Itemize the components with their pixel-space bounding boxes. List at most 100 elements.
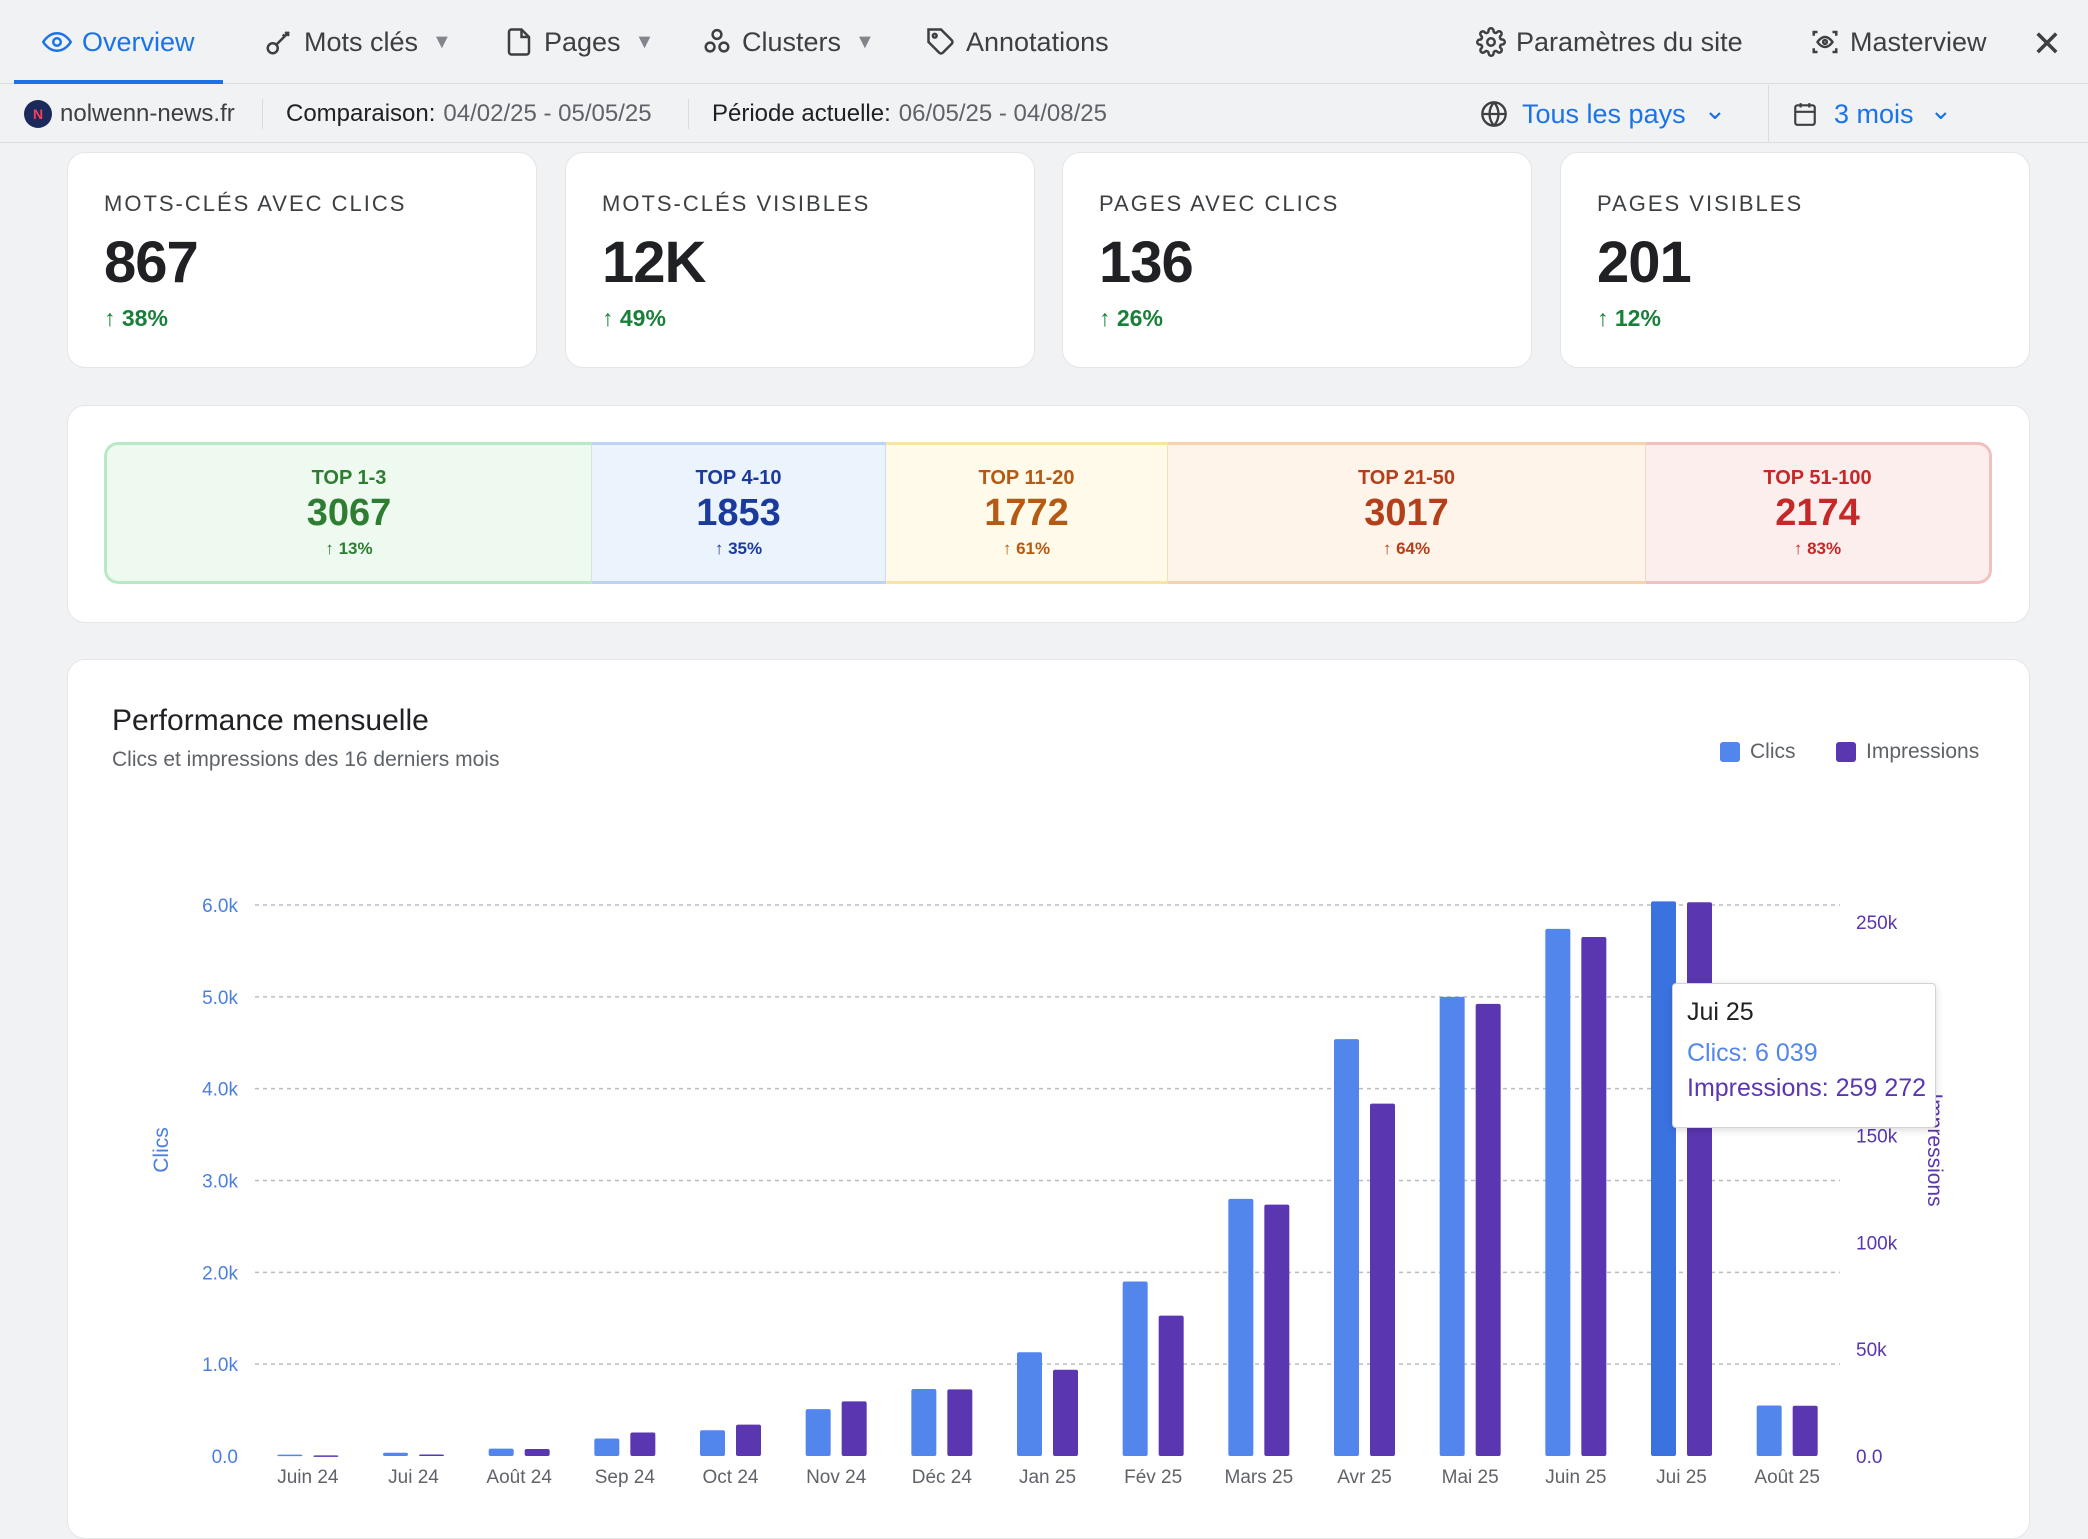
bar-impressions	[419, 1454, 444, 1457]
rank-delta: ↑ 64%	[1382, 539, 1431, 558]
clusters-icon	[704, 28, 730, 53]
rank-bucket-top-21-50[interactable]: TOP 21-50 3017 ↑ 64%	[1168, 442, 1646, 584]
tab-pages-label: Pages	[544, 26, 621, 57]
bar-impressions	[524, 1448, 550, 1456]
kpi-value: 867	[104, 230, 199, 295]
tag-icon	[927, 28, 954, 55]
tab-pages[interactable]: Pages ▼	[504, 0, 654, 84]
bar-clicks	[1334, 1039, 1359, 1456]
tab-annotations-label: Annotations	[966, 26, 1109, 57]
bar-impressions	[313, 1455, 339, 1457]
bar-clicks	[383, 1452, 408, 1456]
tooltip-impressions: Impressions: 259 272	[1687, 1074, 1927, 1102]
current-period-label: Période actuelle:	[712, 100, 891, 127]
rank-bucket-top-1-3[interactable]: TOP 1-3 3067 ↑ 13%	[104, 442, 592, 584]
comparison-label: Comparaison:	[286, 100, 436, 127]
bar-impressions	[630, 1432, 656, 1456]
page-icon	[507, 28, 531, 56]
gear-icon	[1476, 27, 1506, 57]
arrow-up-icon: ↑	[1597, 305, 1609, 331]
country-value: Tous les pays	[1522, 98, 1686, 129]
bar-impressions	[947, 1389, 973, 1456]
country-selector[interactable]: Tous les pays ⌄	[1480, 85, 1726, 143]
bar-clicks	[1017, 1352, 1042, 1456]
x-tick-label: Mai 25	[1442, 1467, 1499, 1488]
x-tick-label: Oct 24	[703, 1467, 759, 1488]
tab-overview[interactable]: Overview	[14, 0, 222, 84]
key-icon	[266, 31, 290, 55]
tab-clusters-label: Clusters	[742, 26, 842, 57]
kpi-label: MOTS-CLÉS VISIBLES	[602, 191, 871, 216]
y-tick-label-left: 3.0k	[202, 1172, 238, 1193]
rank-value: 2174	[1775, 492, 1860, 534]
kpi-label: MOTS-CLÉS AVEC CLICS	[104, 191, 407, 216]
kpi-card[interactable]: MOTS-CLÉS AVEC CLICS 867 ↑ 38%	[67, 152, 537, 368]
rank-label: TOP 11-20	[978, 467, 1075, 489]
masterview-label: Masterview	[1850, 26, 1987, 57]
rank-label: TOP 51-100	[1763, 467, 1872, 489]
legend-label: Impressions	[1866, 740, 1980, 763]
kpi-delta: ↑ 49%	[602, 305, 666, 331]
divider	[688, 99, 689, 129]
legend-swatch	[1836, 742, 1856, 762]
y-tick-label-left: 1.0k	[202, 1355, 238, 1376]
chart-subtitle: Clics et impressions des 16 derniers moi…	[112, 748, 500, 771]
arrow-up-icon: ↑	[602, 305, 614, 331]
bar-clicks	[1651, 901, 1676, 1456]
x-tick-label: Jan 25	[1019, 1467, 1076, 1488]
x-tick-label: Nov 24	[806, 1467, 867, 1488]
site-logo: N	[24, 100, 52, 128]
tab-overview-label: Overview	[82, 26, 195, 57]
rank-bucket-top-51-100[interactable]: TOP 51-100 2174 ↑ 83%	[1646, 442, 1992, 584]
bar-impressions	[1581, 937, 1607, 1456]
bar-clicks	[1228, 1198, 1254, 1456]
y-tick-label-left: 5.0k	[202, 988, 238, 1009]
kpi-card[interactable]: MOTS-CLÉS VISIBLES 12K ↑ 49%	[565, 152, 1035, 368]
y-tick-label-right: 0.0	[1856, 1447, 1882, 1468]
close-icon[interactable]: ✕	[2031, 23, 2062, 64]
bar-impressions	[1264, 1204, 1290, 1456]
legend-clicks[interactable]: Clics	[1720, 740, 1796, 764]
bar-impressions	[1370, 1103, 1395, 1456]
legend-impressions[interactable]: Impressions	[1836, 740, 1979, 764]
rank-delta: ↑ 83%	[1793, 539, 1842, 558]
comparison-period[interactable]: Comparaison: 04/02/25 - 05/05/25	[286, 85, 652, 143]
kpi-card[interactable]: PAGES AVEC CLICS 136 ↑ 26%	[1062, 152, 1532, 368]
y-tick-label-right: 150k	[1856, 1127, 1898, 1148]
period-selector[interactable]: 3 mois ⌄	[1792, 85, 1952, 143]
kpi-label: PAGES AVEC CLICS	[1099, 191, 1340, 216]
tab-mots-cles[interactable]: Mots clés ▼	[264, 0, 452, 84]
y-axis-title-left: Clics	[150, 1127, 173, 1173]
filter-bar: N nolwenn-news.fr Comparaison: 04/02/25 …	[0, 85, 2088, 143]
tab-annotations[interactable]: Annotations	[926, 0, 1109, 84]
bar-impressions	[736, 1424, 761, 1456]
bar-impressions	[1158, 1315, 1184, 1456]
bar-impressions	[1792, 1405, 1818, 1456]
x-tick-label: Août 25	[1754, 1467, 1820, 1488]
rank-label: TOP 1-3	[311, 467, 387, 489]
rank-bucket-top-4-10[interactable]: TOP 4-10 1853 ↑ 35%	[592, 442, 886, 584]
site-selector[interactable]: N nolwenn-news.fr	[24, 85, 235, 143]
rank-label: TOP 21-50	[1357, 467, 1456, 489]
rank-value: 3067	[306, 492, 392, 534]
y-tick-label-right: 100k	[1856, 1233, 1898, 1254]
bar-clicks	[1439, 996, 1465, 1456]
rank-bucket-top-11-20[interactable]: TOP 11-20 1772 ↑ 61%	[886, 442, 1168, 584]
calendar-icon	[1794, 103, 1816, 126]
y-tick-label-left: 4.0k	[202, 1080, 238, 1101]
masterview-button[interactable]: Masterview	[1810, 0, 1987, 84]
kpi-value: 136	[1099, 230, 1194, 295]
top-nav: Overview Mots clés ▼ Pages ▼ Clusters ▼ …	[0, 0, 2088, 84]
site-settings-button[interactable]: Paramètres du site	[1476, 0, 1743, 84]
current-period[interactable]: Période actuelle: 06/05/25 - 04/08/25	[712, 85, 1107, 143]
arrow-up-icon: ↑	[104, 305, 116, 331]
tab-clusters[interactable]: Clusters ▼	[702, 0, 875, 84]
eye-icon	[42, 31, 72, 53]
bar-clicks	[1545, 928, 1571, 1456]
chevron-down-icon: ▼	[855, 30, 875, 53]
tab-mots-cles-label: Mots clés	[304, 26, 419, 57]
y-tick-label-left: 2.0k	[202, 1263, 238, 1284]
bar-clicks	[911, 1388, 937, 1456]
kpi-card[interactable]: PAGES VISIBLES 201 ↑ 12%	[1560, 152, 2030, 368]
bar-clicks	[805, 1409, 831, 1456]
